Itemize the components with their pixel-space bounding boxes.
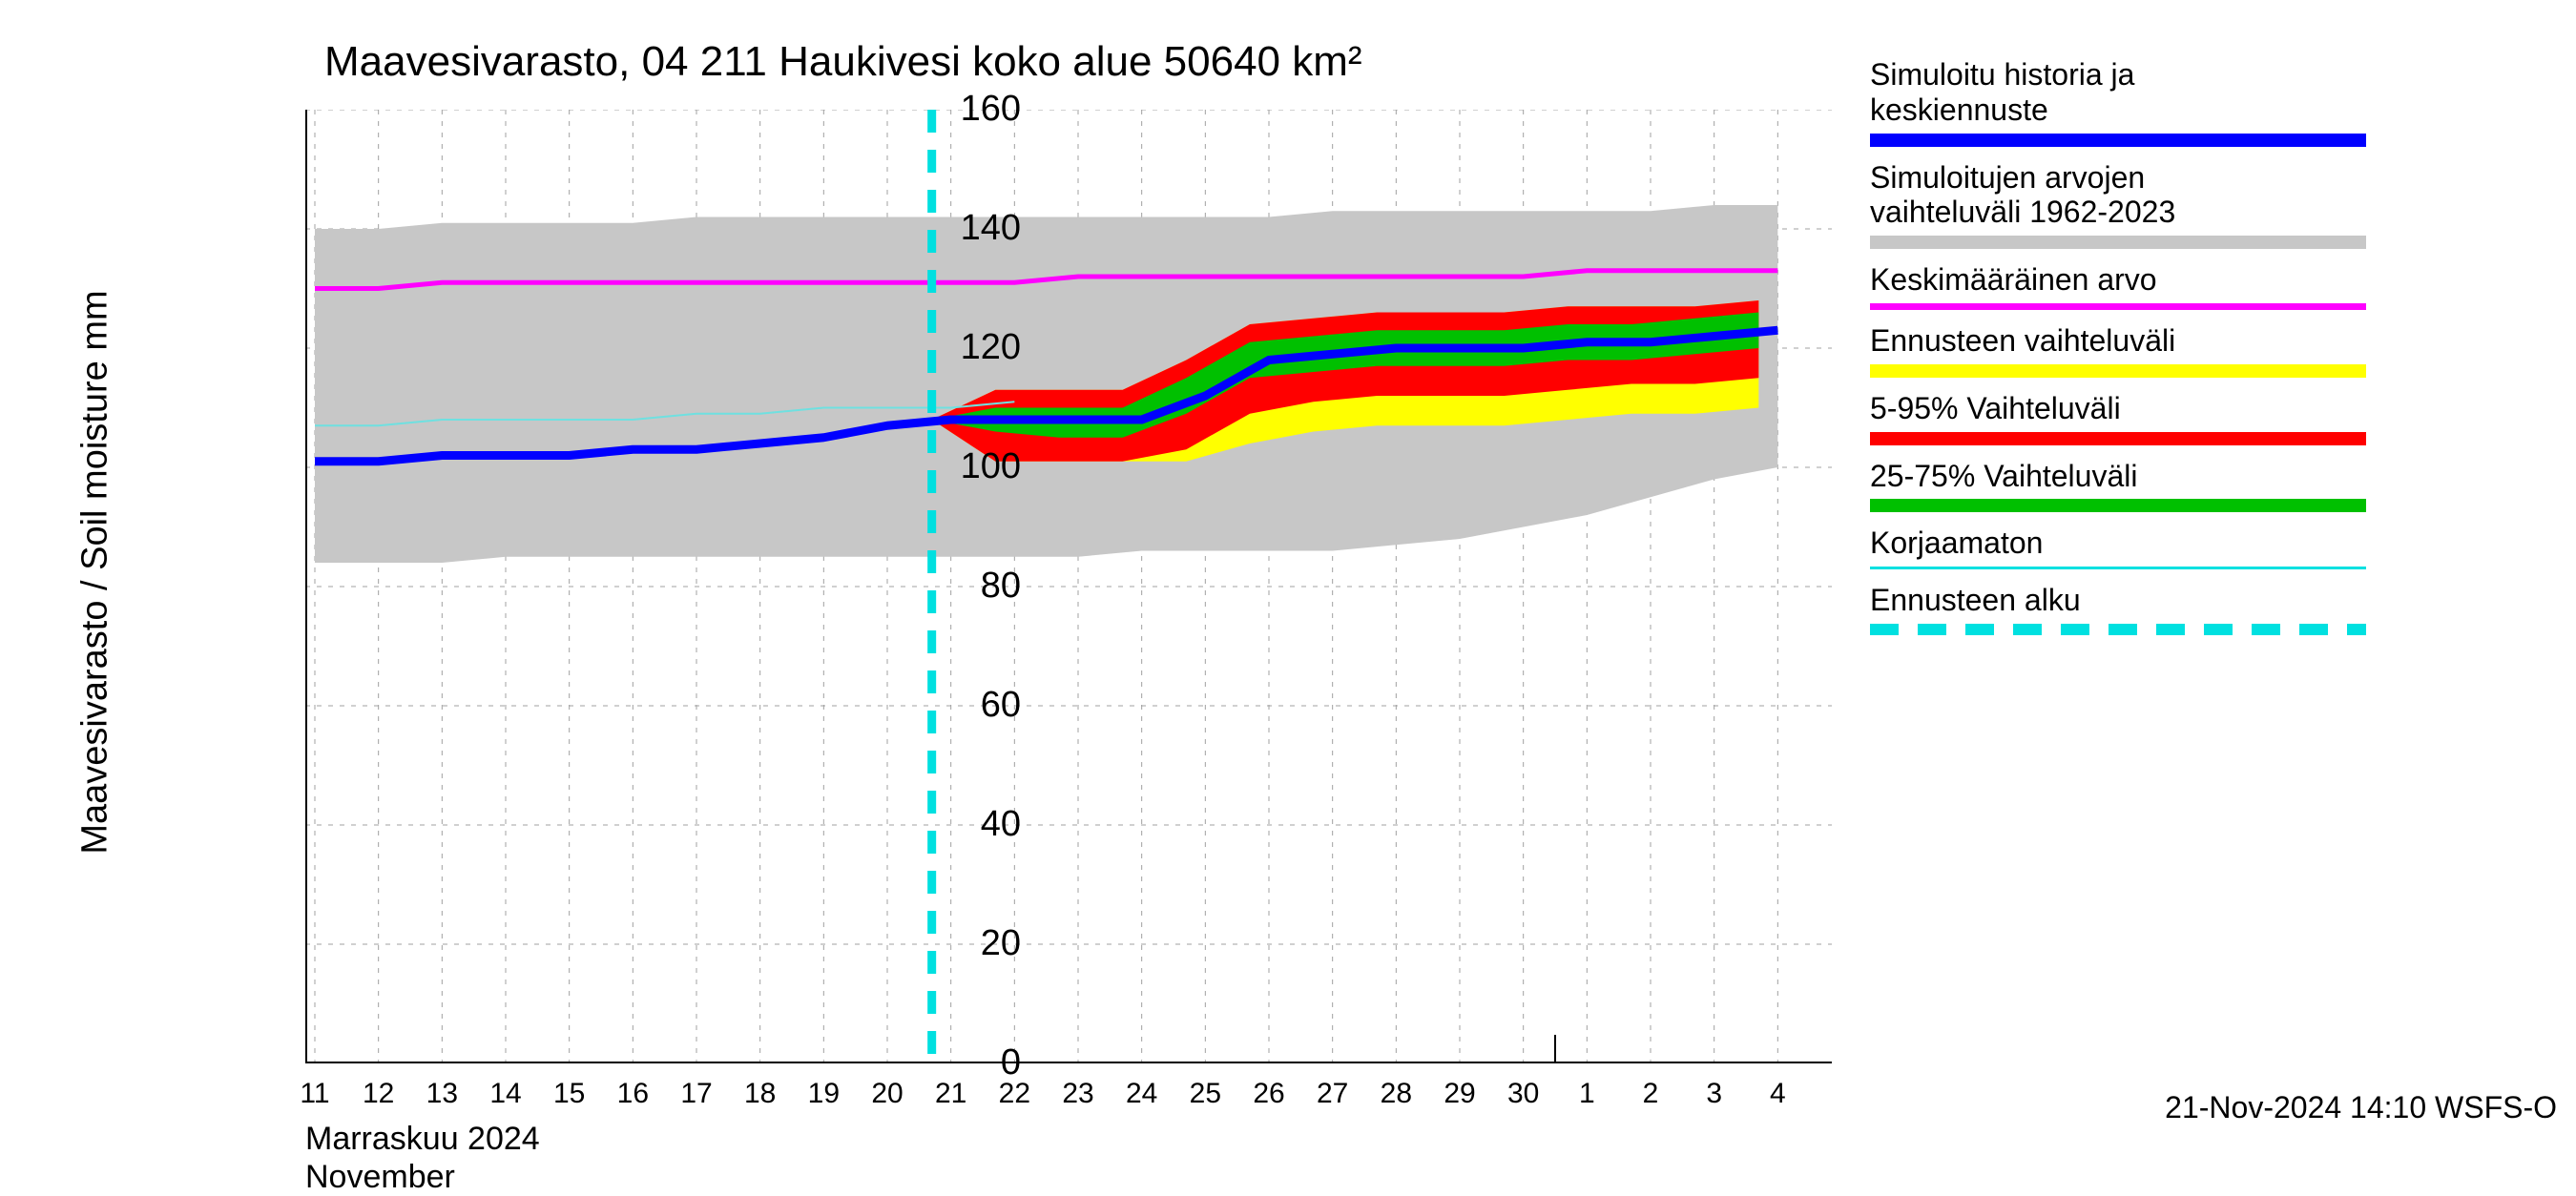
x-tick-label: 17 [680, 1078, 712, 1110]
x-tick-label: 26 [1253, 1078, 1284, 1110]
legend: Simuloitu historia ja keskiennuste Simulo… [1870, 57, 2538, 649]
legend-label: Ennusteen alku [1870, 583, 2538, 618]
plot-svg [305, 110, 1832, 1063]
legend-label: Korjaamaton [1870, 526, 2538, 561]
legend-swatch [1870, 134, 2366, 147]
legend-label: 25-75% Vaihteluväli [1870, 459, 2538, 494]
legend-swatch [1870, 432, 2366, 445]
x-tick-label: 28 [1381, 1078, 1412, 1110]
legend-item: Simuloitujen arvojen vaihteluväli 1962-2… [1870, 160, 2538, 250]
y-tick-label: 120 [906, 327, 1021, 368]
x-tick-label: 12 [363, 1078, 394, 1110]
y-tick-label: 40 [906, 804, 1021, 845]
x-tick-label: 18 [744, 1078, 776, 1110]
x-tick-label: 16 [617, 1078, 649, 1110]
legend-item: Ennusteen alku [1870, 583, 2538, 635]
legend-swatch [1870, 236, 2366, 249]
legend-item: 5-95% Vaihteluväli [1870, 391, 2538, 445]
legend-swatch [1870, 364, 2366, 378]
x-axis-month-en: November [305, 1159, 455, 1196]
x-axis-month-fi: Marraskuu 2024 [305, 1121, 540, 1158]
x-tick-label: 30 [1507, 1078, 1539, 1110]
y-tick-label: 100 [906, 446, 1021, 487]
x-tick-label: 27 [1317, 1078, 1348, 1110]
x-tick-label: 23 [1062, 1078, 1093, 1110]
x-tick-label: 22 [999, 1078, 1030, 1110]
x-tick-label: 15 [553, 1078, 585, 1110]
x-tick-label: 14 [489, 1078, 521, 1110]
legend-swatch [1870, 567, 2366, 569]
chart-title: Maavesivarasto, 04 211 Haukivesi koko al… [324, 38, 1362, 86]
x-tick-label: 2 [1643, 1078, 1659, 1110]
x-tick-label: 25 [1190, 1078, 1221, 1110]
x-tick-label: 1 [1579, 1078, 1595, 1110]
y-tick-label: 20 [906, 923, 1021, 964]
legend-item: Ennusteen vaihteluväli [1870, 323, 2538, 378]
chart-container: Maavesivarasto, 04 211 Haukivesi koko al… [0, 0, 2576, 1144]
legend-label: Simuloitujen arvojen vaihteluväli 1962-2… [1870, 160, 2538, 231]
legend-label: Simuloitu historia ja keskiennuste [1870, 57, 2538, 128]
legend-item: Simuloitu historia ja keskiennuste [1870, 57, 2538, 147]
x-tick-label: 3 [1706, 1078, 1722, 1110]
x-tick-label: 21 [935, 1078, 966, 1110]
x-tick-label: 13 [426, 1078, 458, 1110]
legend-item: Keskimääräinen arvo [1870, 262, 2538, 310]
y-tick-label: 160 [906, 89, 1021, 130]
timestamp: 21-Nov-2024 14:10 WSFS-O [2165, 1090, 2557, 1125]
legend-label: 5-95% Vaihteluväli [1870, 391, 2538, 426]
x-tick-label: 29 [1444, 1078, 1475, 1110]
legend-label: Ennusteen vaihteluväli [1870, 323, 2538, 359]
y-axis-label: Maavesivarasto / Soil moisture mm [75, 290, 116, 854]
y-tick-label: 80 [906, 566, 1021, 607]
legend-label: Keskimääräinen arvo [1870, 262, 2538, 298]
x-tick-label: 24 [1126, 1078, 1157, 1110]
x-tick-label: 4 [1770, 1078, 1786, 1110]
legend-swatch [1870, 303, 2366, 310]
x-tick-label: 11 [300, 1078, 329, 1110]
legend-swatch [1870, 499, 2366, 512]
legend-item: Korjaamaton [1870, 526, 2538, 569]
chart-area [305, 110, 1832, 1063]
legend-swatch [1870, 624, 2366, 635]
x-tick-label: 20 [871, 1078, 903, 1110]
x-tick-label: 19 [808, 1078, 840, 1110]
y-tick-label: 140 [906, 208, 1021, 249]
y-tick-label: 60 [906, 685, 1021, 726]
legend-item: 25-75% Vaihteluväli [1870, 459, 2538, 513]
